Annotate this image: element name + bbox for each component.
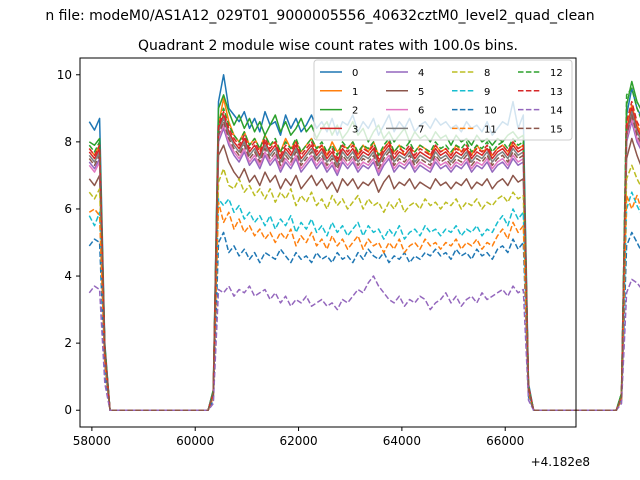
- series-line-3: [88, 107, 640, 411]
- y-tick-label: 4: [64, 269, 72, 283]
- chart-title: Quadrant 2 module wise count rates with …: [138, 38, 518, 54]
- legend-label-2: 2: [352, 106, 358, 117]
- series-line-6: [88, 117, 640, 411]
- legend-label-5: 5: [418, 87, 424, 98]
- legend-label-0: 0: [352, 68, 358, 79]
- series-line-14: [88, 275, 640, 411]
- series-line-8: [88, 164, 640, 411]
- legend-label-1: 1: [352, 87, 358, 98]
- legend-frame: [313, 59, 573, 141]
- y-tick-label: 8: [64, 135, 72, 149]
- series-line-1: [88, 97, 640, 411]
- y-tick-label: 2: [64, 336, 72, 350]
- legend-label-12: 12: [550, 68, 563, 79]
- x-tick-label: 58000: [73, 434, 111, 448]
- x-tick-label: 66000: [486, 434, 524, 448]
- legend-label-9: 9: [484, 87, 490, 98]
- x-tick-label: 64000: [383, 434, 421, 448]
- series-line-10: [88, 231, 640, 411]
- figure-suptitle: n file: modeM0/AS1A12_029T01_9000005556_…: [45, 8, 594, 24]
- plot-frame: [79, 57, 577, 428]
- legend-label-8: 8: [484, 68, 490, 79]
- legend-label-11: 11: [484, 124, 497, 135]
- legend-label-4: 4: [418, 68, 424, 79]
- series-line-15: [88, 114, 640, 411]
- series-line-7: [88, 110, 640, 411]
- legend-label-6: 6: [418, 106, 424, 117]
- y-tick-label: 10: [57, 68, 72, 82]
- y-tick-label: 0: [64, 403, 72, 417]
- x-tick-label: 60000: [176, 434, 214, 448]
- legend-label-13: 13: [550, 87, 563, 98]
- series-line-5: [88, 137, 640, 411]
- legend-label-10: 10: [484, 106, 497, 117]
- legend-label-7: 7: [418, 124, 424, 135]
- y-tick-label: 6: [64, 202, 72, 216]
- legend-label-15: 15: [550, 124, 563, 135]
- series-line-11: [88, 194, 640, 411]
- legend-label-3: 3: [352, 124, 358, 135]
- series-line-9: [88, 191, 640, 411]
- series-layer: [88, 74, 640, 411]
- x-tick-label: 62000: [279, 434, 317, 448]
- series-line-4: [88, 120, 640, 411]
- legend-label-14: 14: [550, 106, 563, 117]
- x-offset-text: +4.182e8: [531, 455, 590, 469]
